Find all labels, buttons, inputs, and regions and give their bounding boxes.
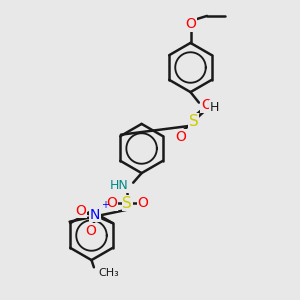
- Text: O: O: [85, 224, 96, 238]
- Text: CH₃: CH₃: [98, 268, 119, 278]
- Text: O: O: [185, 17, 196, 31]
- Text: S: S: [122, 196, 132, 211]
- Text: O: O: [137, 196, 148, 210]
- Text: NH: NH: [202, 99, 220, 112]
- Text: O: O: [106, 196, 117, 210]
- Text: O: O: [175, 130, 186, 144]
- Text: N: N: [90, 208, 100, 222]
- Text: H: H: [210, 100, 219, 114]
- Text: +: +: [101, 200, 109, 210]
- Text: O: O: [201, 98, 212, 112]
- Text: S: S: [189, 114, 198, 129]
- Text: O: O: [75, 204, 86, 218]
- Text: HN: HN: [110, 179, 129, 192]
